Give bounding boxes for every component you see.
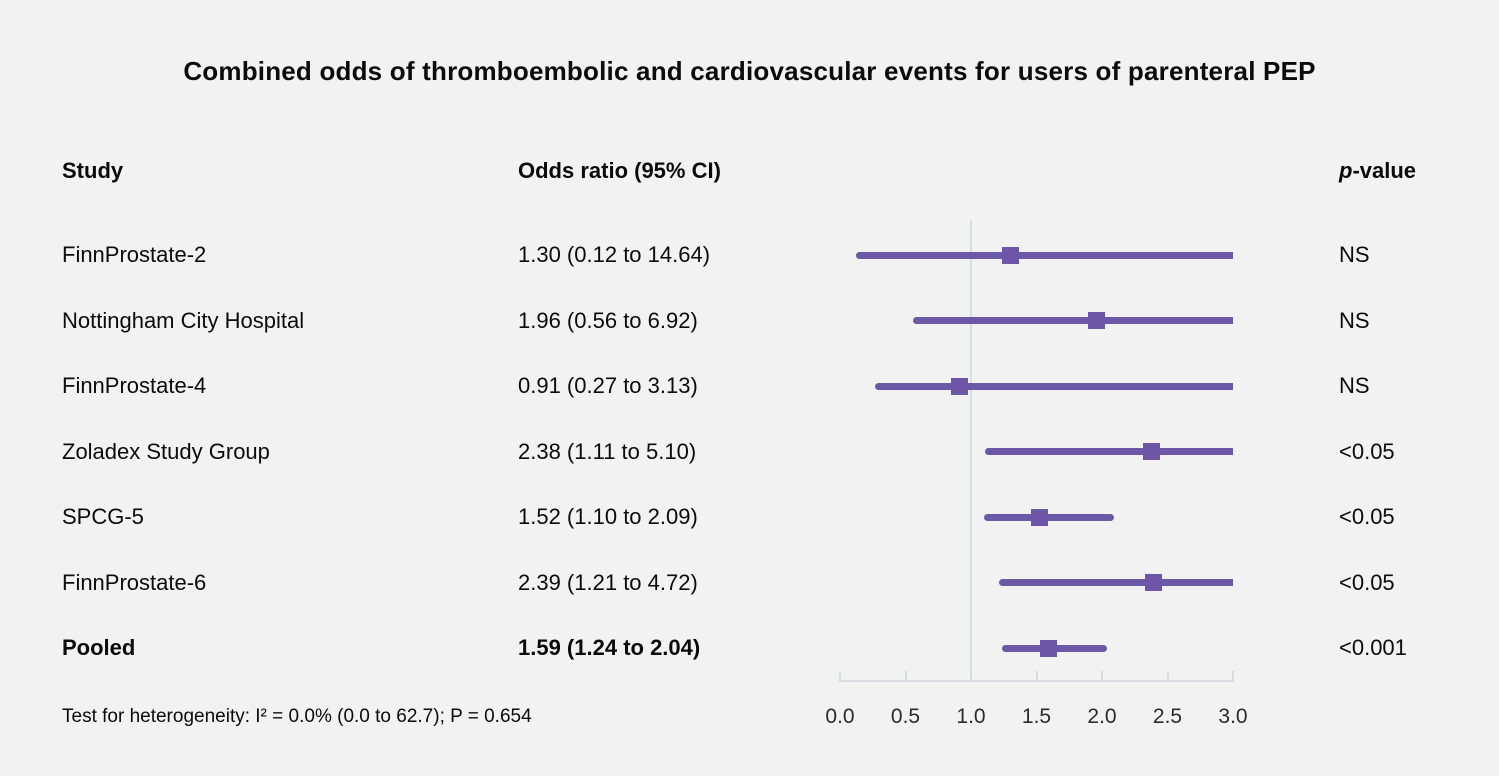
x-axis-tick-label: 0.0 bbox=[825, 705, 855, 728]
x-axis-tick bbox=[904, 671, 907, 680]
odds-ratio-ci-value: 0.91 (0.27 to 3.13) bbox=[518, 373, 698, 398]
p-value: NS bbox=[1339, 242, 1370, 267]
p-value: <0.05 bbox=[1339, 438, 1395, 464]
x-axis-tick-label: 3.0 bbox=[1218, 705, 1248, 728]
x-axis-tick-label: 0.5 bbox=[890, 705, 921, 728]
study-name: FinnProstate-4 bbox=[62, 373, 207, 398]
column-header-odds-ratio: Odds ratio (95% CI) bbox=[518, 158, 721, 183]
x-axis-tick-label: 2.5 bbox=[1152, 705, 1183, 728]
or-marker bbox=[950, 377, 968, 395]
or-marker bbox=[1039, 639, 1057, 657]
odds-ratio-ci-value: 1.52 (1.10 to 2.09) bbox=[518, 504, 698, 529]
odds-ratio-ci-value: 2.39 (1.21 to 4.72) bbox=[518, 569, 698, 595]
or-marker bbox=[1088, 312, 1106, 329]
or-marker bbox=[1001, 246, 1019, 264]
or-marker bbox=[1030, 508, 1048, 526]
odds-ratio-ci-value: 1.59 (1.24 to 2.04) bbox=[518, 635, 701, 660]
x-axis-line bbox=[839, 680, 1234, 682]
study-name: Nottingham City Hospital bbox=[62, 307, 305, 333]
ci-line bbox=[985, 448, 1233, 455]
ci-line bbox=[875, 382, 1233, 390]
odds-ratio-ci-value: 1.30 (0.12 to 14.64) bbox=[518, 242, 711, 267]
x-axis-tick bbox=[1101, 671, 1103, 680]
x-axis-tick bbox=[1035, 671, 1038, 680]
x-axis-tick-label: 1.5 bbox=[1021, 705, 1052, 728]
or-marker bbox=[1144, 574, 1162, 591]
x-axis-tick bbox=[839, 671, 841, 680]
study-name: Zoladex Study Group bbox=[62, 438, 270, 464]
reference-line bbox=[970, 220, 972, 680]
x-axis-tick bbox=[1232, 671, 1234, 680]
study-name: Pooled bbox=[62, 635, 136, 660]
pvalue-header-rest: -value bbox=[1352, 158, 1417, 183]
column-header-study: Study bbox=[62, 158, 124, 183]
p-value: <0.05 bbox=[1339, 569, 1395, 595]
p-value: NS bbox=[1339, 307, 1370, 333]
x-axis-tick-label: 1.0 bbox=[956, 705, 986, 728]
x-axis-tick bbox=[970, 671, 972, 680]
x-axis-tick-label: 2.0 bbox=[1087, 705, 1117, 728]
heterogeneity-note: Test for heterogeneity: I² = 0.0% (0.0 t… bbox=[62, 706, 532, 727]
ci-line bbox=[913, 317, 1233, 324]
column-header-pvalue: p-value bbox=[1339, 158, 1416, 184]
pvalue-header-italic-p: p bbox=[1339, 158, 1353, 183]
ci-line bbox=[998, 579, 1233, 586]
or-marker bbox=[1143, 443, 1161, 460]
study-name: SPCG-5 bbox=[62, 504, 144, 529]
ci-line bbox=[984, 513, 1114, 521]
odds-ratio-ci-value: 1.96 (0.56 to 6.92) bbox=[518, 307, 698, 333]
p-value: NS bbox=[1339, 373, 1370, 398]
p-value: <0.05 bbox=[1339, 504, 1395, 529]
figure-title: Combined odds of thromboembolic and card… bbox=[183, 56, 1316, 86]
study-name: FinnProstate-2 bbox=[62, 242, 207, 267]
p-value: <0.001 bbox=[1339, 635, 1407, 660]
study-name: FinnProstate-6 bbox=[62, 569, 207, 595]
x-axis-tick bbox=[1166, 671, 1169, 680]
odds-ratio-ci-value: 2.38 (1.11 to 5.10) bbox=[518, 438, 697, 464]
ci-line bbox=[855, 251, 1233, 259]
